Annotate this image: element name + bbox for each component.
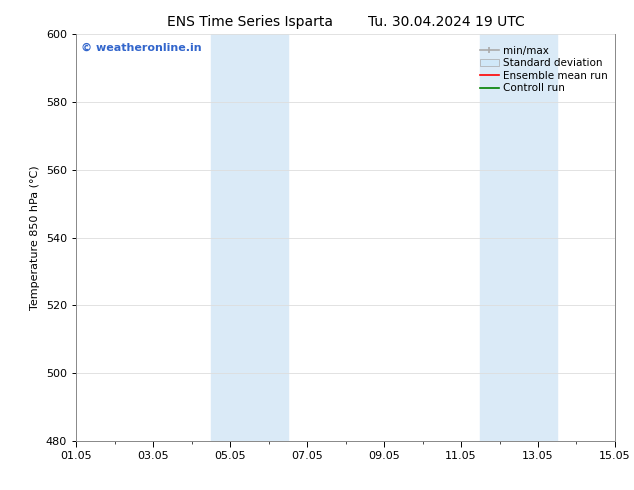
Text: © weatheronline.in: © weatheronline.in bbox=[81, 43, 202, 52]
Legend: min/max, Standard deviation, Ensemble mean run, Controll run: min/max, Standard deviation, Ensemble me… bbox=[478, 44, 610, 96]
Bar bbox=[210, 34, 288, 441]
Y-axis label: Temperature 850 hPa (°C): Temperature 850 hPa (°C) bbox=[30, 165, 40, 310]
Bar bbox=[480, 34, 557, 441]
Title: ENS Time Series Isparta        Tu. 30.04.2024 19 UTC: ENS Time Series Isparta Tu. 30.04.2024 1… bbox=[167, 15, 524, 29]
